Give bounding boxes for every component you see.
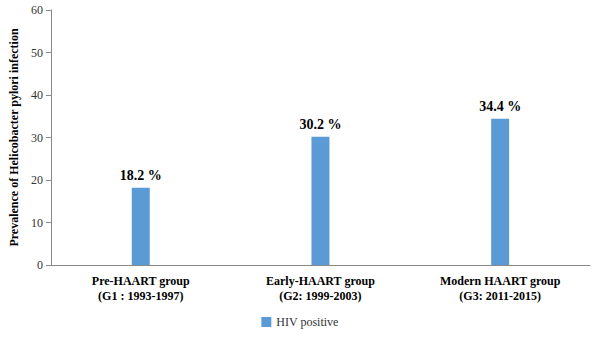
svg-text:(G2: 1999-2003): (G2: 1999-2003) [279,289,361,303]
svg-text:HIV positive: HIV positive [276,315,338,329]
svg-text:Prevalence of Helicobacter pyl: Prevalence of Helicobacter pylori infect… [7,28,21,246]
svg-text:40: 40 [31,88,43,102]
svg-text:30: 30 [31,131,43,145]
svg-text:20: 20 [31,173,43,187]
svg-text:50: 50 [31,46,43,60]
svg-text:Pre-HAART group: Pre-HAART group [92,274,190,288]
svg-text:30.2 %: 30.2 % [299,117,341,132]
svg-text:10: 10 [31,216,43,230]
svg-text:34.4 %: 34.4 % [479,99,521,114]
svg-text:(G1 : 1993-1997): (G1 : 1993-1997) [98,289,183,303]
svg-text:Modern HAART group: Modern HAART group [440,274,561,288]
svg-text:0: 0 [37,258,43,272]
svg-text:Early-HAART group: Early-HAART group [266,274,375,288]
svg-text:(G3: 2011-2015): (G3: 2011-2015) [459,289,541,303]
svg-text:18.2 %: 18.2 % [120,168,162,183]
svg-text:60: 60 [31,3,43,17]
